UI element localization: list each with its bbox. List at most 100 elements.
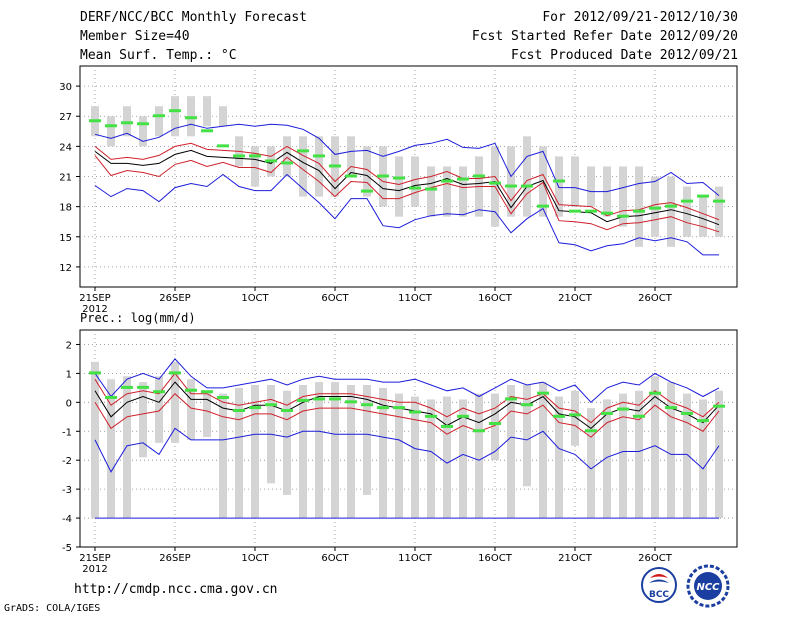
ensemble-box bbox=[107, 379, 115, 519]
median-marker bbox=[697, 194, 709, 198]
upper-line bbox=[94, 372, 720, 424]
ensemble-box bbox=[715, 186, 723, 237]
ensemble-box bbox=[123, 106, 131, 137]
median-marker bbox=[249, 154, 261, 158]
chart-panel-0: 12 15 18 21 24 27 30 21SEP 26SEP 1OCT 6OCT 11OCT 16O… bbox=[59, 65, 738, 315]
median-marker bbox=[665, 204, 677, 208]
median-marker bbox=[313, 154, 325, 158]
ensemble-box bbox=[283, 136, 291, 177]
x-tick-label: 26OCT bbox=[638, 553, 673, 564]
ensemble-box bbox=[555, 396, 563, 519]
chart-title: DERF/NCC/BCC Monthly Forecast bbox=[80, 10, 307, 25]
median-marker bbox=[153, 114, 165, 118]
precip-variable-label: Prec.: log(mm/d) bbox=[80, 311, 196, 325]
median-marker bbox=[633, 209, 645, 213]
ensemble-box bbox=[635, 166, 643, 247]
ensemble-box bbox=[619, 166, 627, 227]
ensemble-box bbox=[187, 96, 195, 137]
ensemble-box bbox=[507, 146, 515, 217]
ensemble-box bbox=[427, 166, 435, 217]
ensemble-box bbox=[155, 106, 163, 137]
median-marker bbox=[505, 397, 517, 401]
ensemble-box bbox=[347, 136, 355, 177]
y-tick-label: 21 bbox=[59, 173, 72, 184]
median-marker bbox=[617, 407, 629, 411]
y-tick-label: -1 bbox=[62, 427, 72, 438]
median-marker bbox=[553, 414, 565, 418]
median-marker bbox=[265, 159, 277, 163]
x-year-label: 2012 bbox=[82, 564, 107, 575]
ensemble-box bbox=[203, 96, 211, 127]
x-tick-label: 6OCT bbox=[321, 553, 349, 564]
x-tick-label: 6OCT bbox=[321, 293, 349, 304]
ensemble-box bbox=[315, 382, 323, 519]
ensemble-box bbox=[331, 382, 339, 519]
y-tick-label: 30 bbox=[59, 82, 72, 93]
median-marker bbox=[505, 184, 517, 188]
x-tick-label: 11OCT bbox=[398, 553, 433, 564]
median-marker bbox=[137, 122, 149, 126]
ensemble-box bbox=[683, 186, 691, 237]
ensemble-box bbox=[235, 387, 243, 519]
ensemble-box bbox=[379, 387, 387, 519]
ensemble-box bbox=[635, 390, 643, 519]
ensemble-box bbox=[699, 196, 707, 237]
member-size: Member Size=40 bbox=[80, 29, 190, 44]
ensemble-box bbox=[507, 384, 515, 519]
ensemble-box bbox=[203, 390, 211, 438]
source-url[interactable]: http://cmdp.ncc.cma.gov.cn bbox=[74, 582, 278, 597]
forecast-produced-date: Fcst Produced Date 2012/09/21 bbox=[511, 48, 738, 63]
median-marker bbox=[217, 395, 229, 399]
median-marker bbox=[521, 184, 533, 188]
ensemble-box bbox=[667, 382, 675, 519]
y-tick-label: 27 bbox=[59, 112, 72, 123]
y-tick-label: 2 bbox=[66, 340, 72, 351]
y-tick-label: -5 bbox=[62, 543, 72, 554]
ensemble-box bbox=[251, 384, 259, 519]
median-marker bbox=[633, 414, 645, 418]
median-marker bbox=[201, 390, 213, 394]
median-marker bbox=[297, 398, 309, 402]
x-tick-label: 1OCT bbox=[241, 553, 269, 564]
median-marker bbox=[377, 174, 389, 178]
median-marker bbox=[441, 179, 453, 183]
x-tick-label: 1OCT bbox=[241, 293, 269, 304]
median-marker bbox=[697, 419, 709, 423]
upper-line bbox=[94, 155, 720, 233]
median-marker bbox=[681, 199, 693, 203]
median-marker bbox=[585, 429, 597, 433]
median-marker bbox=[601, 411, 613, 415]
ensemble-box bbox=[107, 116, 115, 147]
ensemble-box bbox=[219, 393, 227, 519]
median-marker bbox=[473, 429, 485, 433]
variable-label: Mean Surf. Temp.: °C bbox=[80, 48, 237, 63]
median-marker bbox=[713, 199, 725, 203]
median-marker bbox=[489, 422, 501, 426]
x-tick-label: 11OCT bbox=[398, 293, 433, 304]
ncc-logo-text: NCC bbox=[696, 582, 720, 593]
ensemble-box bbox=[395, 156, 403, 217]
x-tick-label: 16OCT bbox=[478, 293, 513, 304]
mean-line bbox=[94, 381, 720, 430]
bcc-logo: BCC bbox=[640, 566, 678, 610]
ensemble-box bbox=[443, 166, 451, 217]
median-marker bbox=[569, 413, 581, 417]
max-line bbox=[94, 173, 719, 256]
y-tick-label: -2 bbox=[62, 456, 72, 467]
x-year-label: 2012 bbox=[82, 304, 107, 315]
median-marker bbox=[601, 211, 613, 215]
median-marker bbox=[713, 404, 725, 408]
median-marker bbox=[345, 174, 357, 178]
ensemble-box bbox=[315, 136, 323, 197]
y-tick-label: -3 bbox=[62, 485, 72, 496]
median-marker bbox=[313, 397, 325, 401]
ensemble-box bbox=[523, 384, 531, 487]
median-marker bbox=[649, 206, 661, 210]
median-marker bbox=[537, 204, 549, 208]
median-marker bbox=[393, 176, 405, 180]
ensemble-box bbox=[619, 393, 627, 519]
max-line bbox=[94, 358, 720, 404]
median-marker bbox=[409, 410, 421, 414]
x-tick-label: 21SEP bbox=[79, 553, 110, 564]
